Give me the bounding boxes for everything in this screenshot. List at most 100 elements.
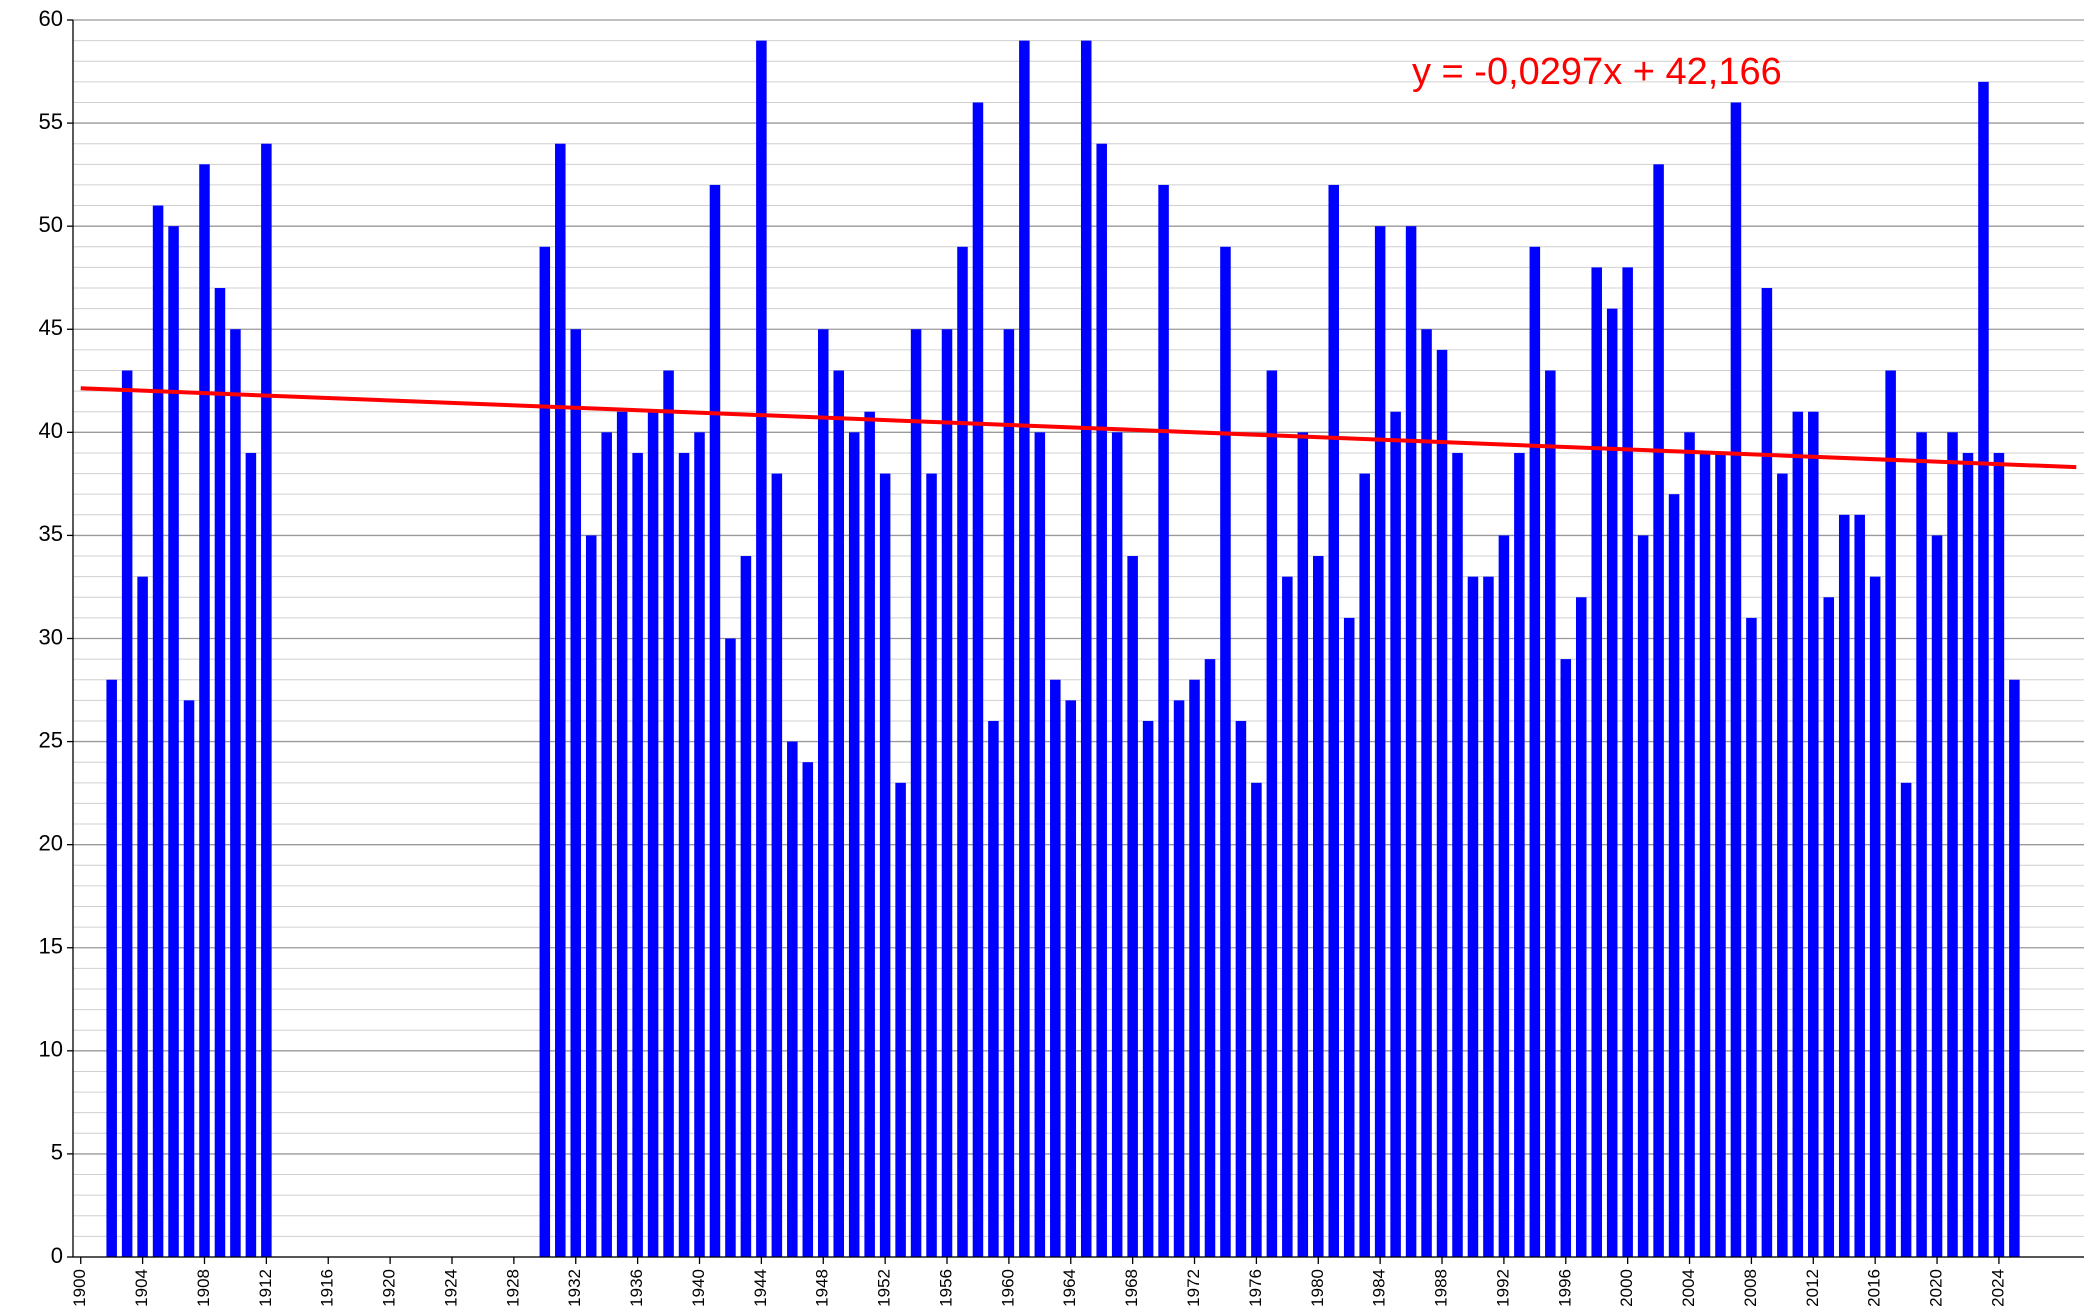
bar — [214, 288, 226, 1257]
bar — [1823, 597, 1835, 1257]
bar — [1808, 411, 1819, 1257]
x-tick-label: 1916 — [318, 1269, 337, 1307]
bar — [1204, 659, 1216, 1257]
bar — [1730, 102, 1742, 1257]
bar — [1019, 40, 1030, 1257]
bar — [1931, 535, 1943, 1257]
bar — [1405, 226, 1417, 1258]
y-tick-label: 50 — [39, 212, 63, 237]
bar — [1142, 720, 1154, 1257]
trend-equation: y = -0,0297x + 42,166 — [1412, 51, 1782, 93]
bar — [1916, 432, 1927, 1257]
bar — [1746, 617, 1757, 1257]
bar — [1869, 576, 1881, 1257]
bar — [2009, 679, 2020, 1257]
bar — [988, 720, 999, 1257]
bar — [972, 102, 984, 1257]
bar — [1452, 452, 1463, 1257]
y-tick-label: 35 — [39, 521, 63, 546]
bar — [1235, 720, 1247, 1257]
bar — [1034, 432, 1046, 1257]
bar — [694, 432, 705, 1257]
x-tick-label: 1976 — [1246, 1269, 1265, 1307]
bar — [1699, 452, 1711, 1257]
x-tick-label: 2024 — [1988, 1269, 2007, 1307]
bar — [183, 700, 195, 1257]
bar — [1637, 535, 1649, 1257]
bar — [1529, 246, 1541, 1258]
x-tick-label: 2004 — [1679, 1269, 1698, 1307]
bar — [570, 329, 582, 1257]
bar — [1266, 370, 1278, 1257]
bar — [1854, 514, 1865, 1257]
x-tick-label: 2000 — [1617, 1269, 1636, 1307]
x-tick-label: 1972 — [1184, 1269, 1203, 1307]
x-tick-label: 1908 — [194, 1269, 213, 1307]
bar — [1622, 267, 1633, 1257]
x-tick-label: 1980 — [1308, 1269, 1327, 1307]
y-tick-label: 60 — [39, 6, 63, 31]
bar — [1545, 370, 1556, 1257]
bar — [1328, 184, 1340, 1257]
y-tick-label: 5 — [51, 1140, 63, 1165]
x-tick-label: 1924 — [441, 1269, 460, 1307]
x-tick-label: 1988 — [1432, 1269, 1451, 1307]
x-tick-label: 2020 — [1927, 1269, 1946, 1307]
y-tick-label: 45 — [39, 315, 63, 340]
bar — [848, 432, 860, 1257]
bar — [1282, 576, 1293, 1257]
bar — [1761, 288, 1773, 1257]
bar — [1065, 700, 1077, 1257]
bar — [1978, 81, 1989, 1258]
x-tick-label: 1984 — [1370, 1269, 1389, 1307]
bar — [879, 473, 891, 1258]
bar — [1158, 184, 1169, 1257]
bar — [1050, 679, 1061, 1257]
y-tick-label: 10 — [39, 1037, 63, 1062]
bar — [1111, 432, 1123, 1257]
y-tick-label: 55 — [39, 109, 63, 134]
y-tick-label: 0 — [51, 1243, 63, 1268]
x-tick-label: 2016 — [1865, 1269, 1884, 1307]
x-tick-label: 1904 — [132, 1269, 151, 1307]
bar — [137, 576, 148, 1257]
bar — [1715, 452, 1726, 1257]
bar — [1684, 432, 1695, 1257]
bar — [1483, 576, 1494, 1257]
trend-line — [80, 386, 2077, 470]
x-tick-label: 1932 — [565, 1269, 584, 1307]
bar — [1900, 782, 1912, 1257]
bar — [1003, 329, 1015, 1257]
bar — [245, 452, 257, 1257]
bar — [261, 143, 272, 1258]
bar — [1838, 514, 1850, 1257]
bar — [1096, 143, 1107, 1258]
bar — [1080, 40, 1092, 1257]
bar — [1390, 411, 1401, 1257]
x-tick-label: 1944 — [751, 1269, 770, 1307]
bar — [678, 452, 690, 1257]
bar — [1467, 576, 1479, 1257]
x-tick-label: 2012 — [1803, 1269, 1822, 1307]
bar — [926, 473, 937, 1258]
y-tick-label: 30 — [39, 624, 63, 649]
bar — [1792, 411, 1804, 1257]
bar — [601, 432, 612, 1257]
bar — [1575, 597, 1587, 1257]
bar — [1343, 617, 1355, 1257]
bar — [1498, 535, 1510, 1257]
bar — [941, 329, 953, 1257]
bar — [539, 246, 551, 1258]
y-tick-label: 15 — [39, 934, 63, 959]
bar — [1668, 494, 1680, 1257]
bar — [864, 411, 875, 1257]
bar — [895, 782, 906, 1257]
x-tick-label: 1964 — [1060, 1269, 1079, 1307]
bar — [1436, 349, 1448, 1257]
bar — [152, 205, 164, 1257]
x-tick-label: 1968 — [1122, 1269, 1141, 1307]
y-tick-label: 25 — [39, 727, 63, 752]
bar — [647, 411, 659, 1257]
bar — [1374, 226, 1386, 1258]
x-tick-label: 1900 — [70, 1269, 89, 1307]
